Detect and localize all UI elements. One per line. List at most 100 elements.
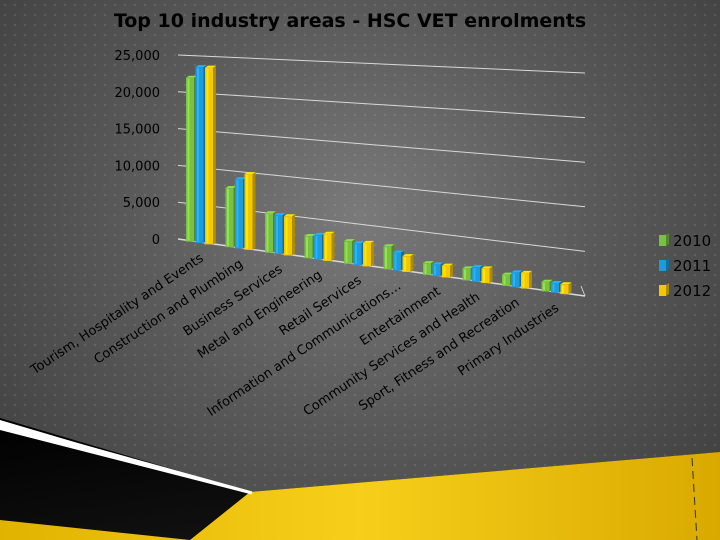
y-tick-label: 15,000 bbox=[115, 123, 161, 138]
bar-highlight bbox=[246, 175, 248, 249]
bar-2012 bbox=[284, 216, 292, 256]
bar-top bbox=[195, 65, 207, 68]
bar-2012 bbox=[244, 174, 253, 250]
bar-top bbox=[393, 250, 404, 253]
bar-top bbox=[363, 240, 374, 243]
bar-top bbox=[541, 279, 553, 282]
bar-highlight bbox=[404, 257, 406, 272]
bar-2010 bbox=[225, 188, 234, 248]
bar-top bbox=[472, 265, 483, 268]
bar-2012 bbox=[323, 233, 332, 261]
bar-top bbox=[521, 270, 532, 273]
legend-swatch bbox=[659, 235, 666, 246]
bar-highlight bbox=[473, 268, 476, 281]
bar-2012 bbox=[205, 67, 213, 245]
gridline bbox=[177, 164, 586, 208]
legend-label: 2010 bbox=[673, 232, 711, 250]
axis-edge bbox=[580, 285, 586, 297]
bar-top bbox=[314, 232, 325, 235]
bar-side bbox=[450, 263, 453, 278]
bar-top bbox=[383, 244, 395, 247]
bar-highlight bbox=[364, 243, 367, 266]
bar-2010 bbox=[423, 263, 431, 275]
bar-highlight bbox=[443, 266, 446, 277]
bar-2010 bbox=[186, 77, 194, 242]
bar-2010 bbox=[265, 213, 273, 253]
bar-highlight bbox=[345, 242, 348, 263]
bar-highlight bbox=[385, 247, 387, 269]
y-tick-label: 20,000 bbox=[115, 86, 161, 101]
bar-2012 bbox=[521, 272, 529, 289]
bar-side bbox=[331, 231, 335, 261]
bar-highlight bbox=[266, 214, 269, 252]
bar-side bbox=[529, 270, 532, 289]
bar-highlight bbox=[315, 235, 318, 259]
bar-highlight bbox=[285, 217, 288, 255]
bar-highlight bbox=[483, 269, 485, 283]
bar-2012 bbox=[481, 268, 490, 284]
bar-top bbox=[560, 282, 572, 285]
corner-white-edge bbox=[0, 421, 253, 495]
bar-highlight bbox=[227, 189, 229, 247]
bar-2010 bbox=[462, 268, 471, 281]
legend-swatch-side bbox=[666, 258, 669, 271]
bar-2011 bbox=[472, 267, 480, 282]
bar-side bbox=[252, 172, 256, 250]
y-tick-label: 0 bbox=[152, 233, 160, 248]
bar-highlight bbox=[543, 282, 545, 291]
bars bbox=[186, 65, 572, 295]
bar-highlight bbox=[464, 269, 466, 280]
bar-highlight bbox=[503, 275, 506, 285]
bar-top bbox=[462, 266, 474, 269]
bar-2010 bbox=[383, 246, 392, 270]
bar-top bbox=[304, 234, 316, 237]
bar-top bbox=[186, 75, 197, 78]
bar-highlight bbox=[522, 273, 525, 288]
y-tick-label: 25,000 bbox=[115, 49, 161, 64]
bar-highlight bbox=[325, 234, 327, 260]
bar-2010 bbox=[541, 281, 550, 292]
bar-top bbox=[423, 261, 434, 264]
bar-highlight bbox=[424, 264, 427, 274]
legend-swatch-side bbox=[666, 233, 669, 246]
bar-side bbox=[489, 266, 493, 284]
bar-2011 bbox=[235, 179, 243, 249]
bar-top bbox=[442, 263, 453, 266]
bar-highlight bbox=[276, 216, 278, 254]
bar-2010 bbox=[344, 241, 352, 264]
x-category-label: Tourism, Hospitality and Events bbox=[28, 251, 207, 379]
bar-2011 bbox=[353, 243, 362, 266]
bar-top bbox=[235, 177, 246, 180]
bar-highlight bbox=[236, 180, 239, 248]
bar-highlight bbox=[197, 68, 199, 243]
bar-2012 bbox=[442, 265, 450, 278]
bar-highlight bbox=[552, 283, 555, 292]
bar-top bbox=[551, 280, 562, 283]
gridline bbox=[177, 54, 586, 74]
bar-top bbox=[274, 213, 286, 216]
bar-highlight bbox=[187, 78, 190, 241]
bar-top bbox=[402, 254, 414, 257]
bar-side bbox=[410, 254, 414, 273]
bar-2011 bbox=[314, 234, 322, 260]
bar-highlight bbox=[306, 237, 308, 258]
gridline bbox=[177, 91, 586, 119]
bar-2012 bbox=[402, 256, 411, 273]
bar-2011 bbox=[511, 272, 520, 288]
bar-2011 bbox=[551, 282, 559, 293]
bar-highlight bbox=[206, 68, 209, 244]
bar-2011 bbox=[195, 67, 204, 244]
bar-2011 bbox=[274, 215, 283, 255]
bar-top bbox=[511, 270, 523, 273]
bar-top bbox=[344, 239, 355, 242]
bar-2011 bbox=[432, 264, 441, 277]
legend-label: 2012 bbox=[673, 282, 711, 300]
bar-highlight bbox=[355, 244, 357, 265]
bar-highlight bbox=[562, 285, 564, 294]
gridlines bbox=[177, 54, 586, 297]
chart-title: Top 10 industry areas - HSC VET enrolmen… bbox=[114, 10, 586, 32]
bar-top bbox=[265, 211, 276, 214]
legend-swatch bbox=[659, 285, 666, 296]
